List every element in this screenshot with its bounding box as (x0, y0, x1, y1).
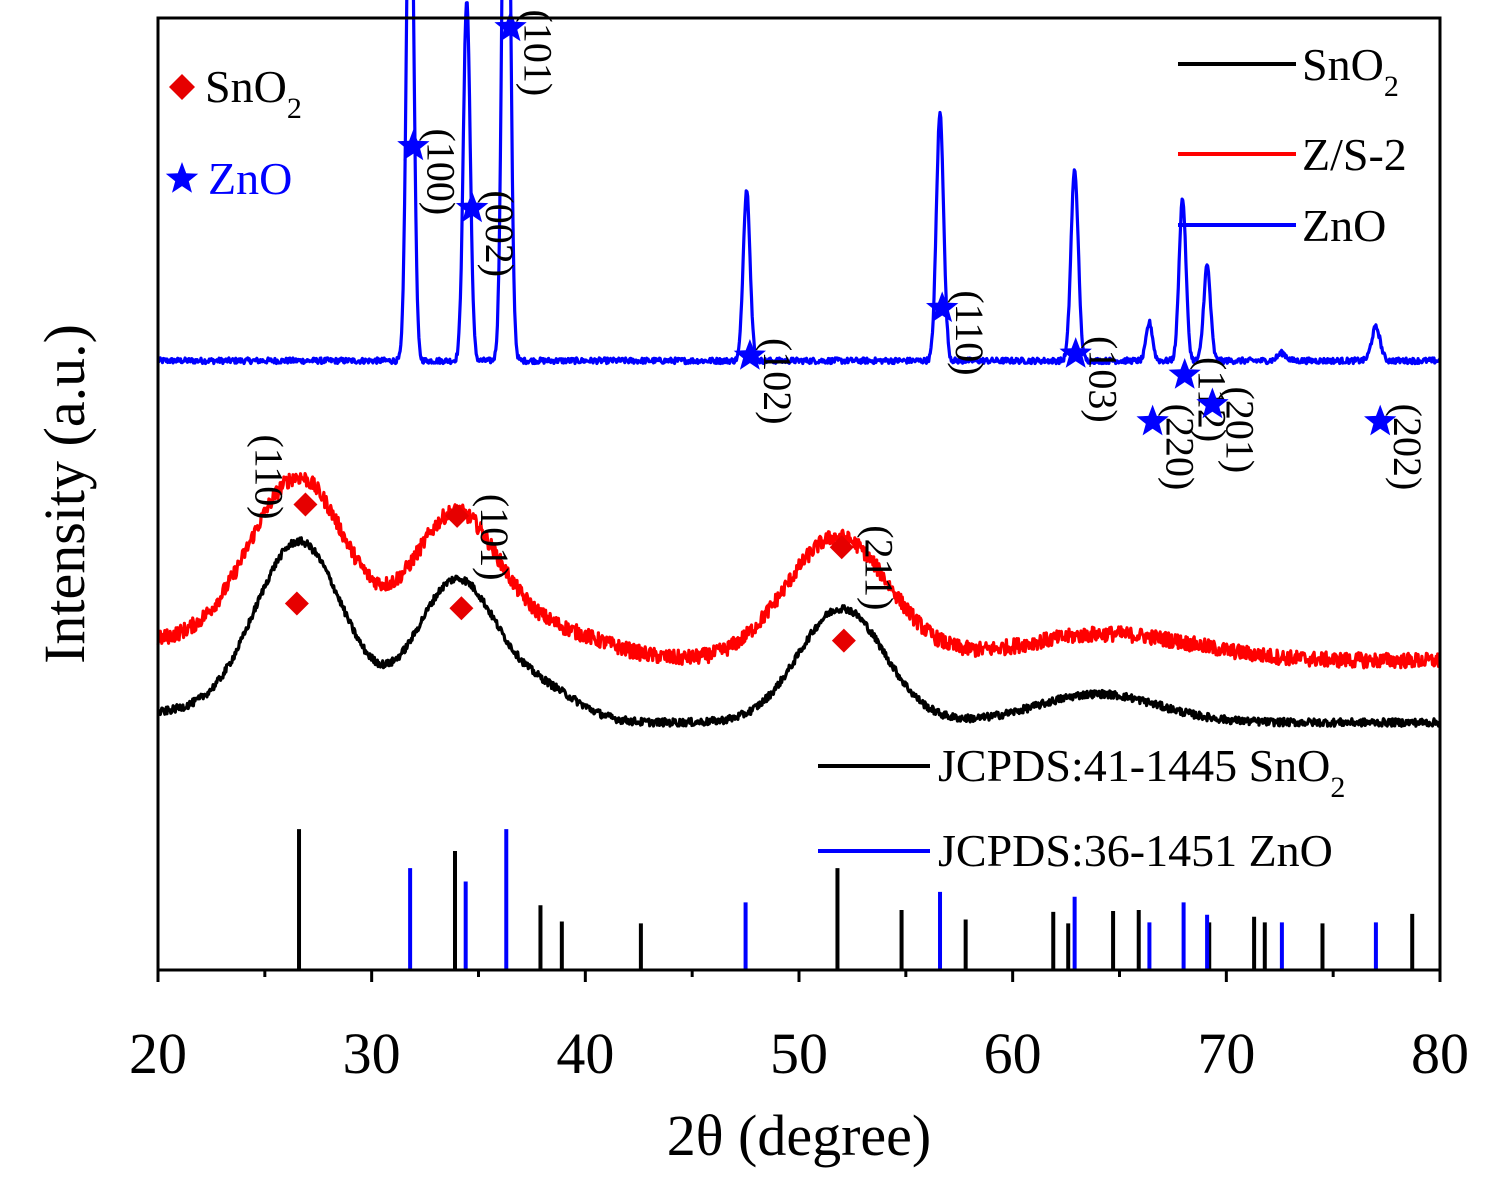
series-line-zs2 (156, 472, 1442, 670)
x-tick-label: 40 (556, 1021, 614, 1086)
zno-peak-star (1364, 404, 1397, 436)
zno-peak-label: (102) (755, 338, 800, 425)
zno-peak-star (733, 339, 766, 370)
legend-label-zno: ZnO (1302, 200, 1386, 251)
ref-legend-label-zno: JCPDS:36-1451 ZnO (938, 825, 1333, 876)
zno-peak-label: (220) (1158, 404, 1203, 491)
marker-legend: SnO2 ZnO (165, 61, 302, 204)
zno-peak-star (455, 191, 489, 223)
series-line-sno2 (157, 536, 1442, 728)
y-axis-label: Intensity (a.u.) (32, 324, 97, 664)
zno-peak-label: (201) (1217, 387, 1262, 474)
sno2-peak-diamond (284, 591, 309, 616)
zno-peak-label: (101) (516, 10, 561, 97)
sno2-peak-diamond (829, 535, 854, 560)
zno-peak-label: (110) (947, 290, 992, 375)
x-tick-label: 20 (129, 1021, 187, 1086)
x-tick-label: 50 (770, 1021, 828, 1086)
star-icon (165, 162, 199, 193)
zno-peak-star (397, 129, 430, 161)
zno-peak-star (1059, 337, 1092, 368)
zno-peak-star (926, 291, 959, 323)
x-ticks: 20 30 40 50 60 70 80 (129, 970, 1469, 1086)
series-line-zno (156, 0, 1442, 366)
x-tick-label: 30 (343, 1021, 401, 1086)
sno2-peak-diamond (293, 492, 318, 517)
diamond-icon (169, 74, 195, 100)
reference-bars-layer (297, 829, 1415, 970)
zno-peak-star (1196, 387, 1229, 419)
sno2-peak-label: (211) (857, 525, 902, 610)
x-tick-label: 80 (1411, 1021, 1469, 1086)
zno-peak-label: (100) (418, 129, 463, 216)
marker-legend-label-sno2: SnO2 (205, 61, 302, 125)
sno2-peak-label: (101) (472, 494, 517, 581)
sno2-peak-diamond (831, 628, 856, 653)
peak-markers-layer: (100)(002)(101)(102)(110)(103)(220)(112)… (246, 10, 1430, 653)
zno-peak-star (1168, 358, 1201, 389)
reference-legend: JCPDS:41-1445 SnO2 JCPDS:36-1451 ZnO (818, 740, 1345, 876)
x-tick-label: 60 (984, 1021, 1042, 1086)
marker-legend-label-zno: ZnO (208, 153, 292, 204)
x-tick-label: 70 (1197, 1021, 1255, 1086)
sno2-peak-diamond (445, 503, 470, 528)
zno-peak-star (1136, 404, 1169, 436)
zno-peak-label: (103) (1081, 336, 1126, 423)
x-axis-label: 2θ (degree) (667, 1103, 931, 1168)
zno-peak-label: (002) (477, 190, 522, 277)
zno-peak-label: (202) (1385, 404, 1430, 491)
legend-label-zs2: Z/S-2 (1302, 129, 1407, 180)
series-layer (156, 0, 1442, 728)
series-legend: SnO2 Z/S-2 ZnO (1178, 39, 1407, 251)
sno2-peak-label: (110) (246, 434, 291, 519)
ref-legend-label-sno2: JCPDS:41-1445 SnO2 (938, 740, 1345, 804)
legend-label-sno2: SnO2 (1302, 39, 1399, 103)
sno2-peak-diamond (449, 596, 474, 621)
zno-peak-star (494, 10, 527, 42)
